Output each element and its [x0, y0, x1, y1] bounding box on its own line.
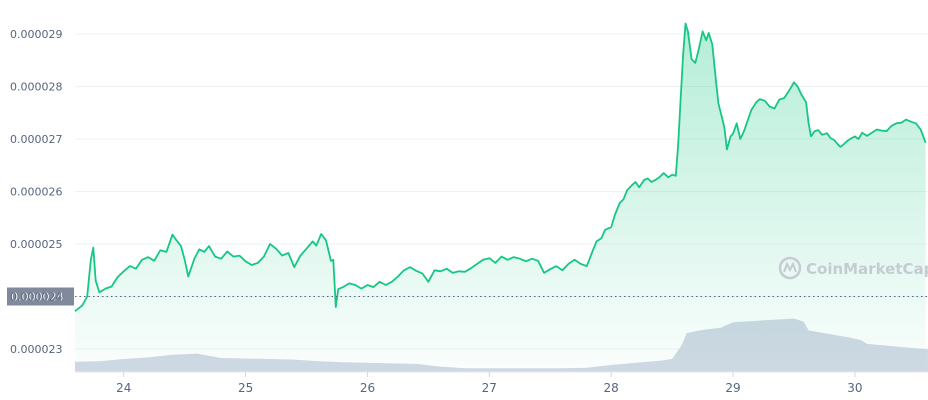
y-tick-label: 0.000023 [10, 343, 63, 356]
y-tick-label: 0.000026 [10, 186, 63, 199]
y-tick-label: 0.000028 [10, 81, 63, 94]
x-axis: 24 25 26 27 28 29 30 [75, 371, 928, 395]
x-tick-label: 27 [482, 381, 497, 395]
y-tick-label: 0.000024 [10, 291, 63, 304]
watermark-text: CoinMarketCap [806, 260, 928, 278]
y-tick-label: 0.000027 [10, 133, 63, 146]
x-tick-label: 28 [604, 381, 619, 395]
coinmarketcap-watermark: CoinMarketCap [778, 256, 928, 280]
y-tick-label: 0.000029 [10, 28, 63, 41]
y-axis: 0.000023 0.000024 0.000025 0.000026 0.000027… [10, 28, 63, 356]
x-tick-label: 24 [116, 381, 131, 395]
y-tick-label: 0.000025 [10, 238, 63, 251]
current-price-badge [7, 287, 74, 306]
price-line-path [74, 22, 927, 312]
price-line [74, 22, 927, 312]
x-tick-label: 26 [360, 381, 375, 395]
current-price-label: 0.000024 [11, 291, 64, 304]
current-price-marker: 0.000024 [7, 287, 928, 306]
x-tick-label: 25 [238, 381, 253, 395]
coinmarketcap-logo-icon [778, 256, 802, 280]
x-tick-label: 29 [725, 381, 740, 395]
x-tick-label: 30 [847, 381, 862, 395]
price-area [75, 23, 926, 370]
price-area-fill [75, 23, 926, 370]
